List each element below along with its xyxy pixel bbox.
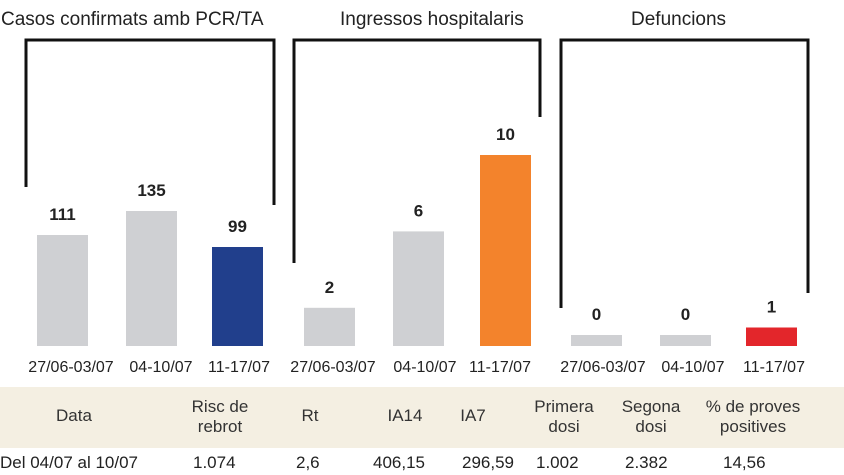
stats-table-header: Data Risc de rebrot Rt IA14 IA7 Primera dosi Seg… xyxy=(0,387,844,448)
header-ia7: IA7 xyxy=(460,406,486,425)
ingressos-bar-2 xyxy=(480,155,531,346)
ingressos-value-label-0: 2 xyxy=(325,278,334,297)
defuncions-bar-0 xyxy=(571,335,622,346)
casos-value-label-1: 135 xyxy=(137,181,165,200)
ingressos-value-label-1: 6 xyxy=(414,201,423,220)
ingressos-bar-0 xyxy=(304,307,355,346)
defuncions-bar-1 xyxy=(660,335,711,346)
header-segona-dosi: Segona dosi xyxy=(621,397,681,436)
defuncions-category-label-0: 27/06-03/07 xyxy=(560,359,646,376)
ingressos-category-label-1: 04-10/07 xyxy=(393,359,456,376)
panel-title-ingressos: Ingressos hospitalaris xyxy=(340,9,524,30)
ingressos-bracket xyxy=(292,38,542,263)
ingressos-bar-1 xyxy=(393,231,444,346)
casos-bar-1 xyxy=(126,211,177,346)
defuncions-value-label-1: 0 xyxy=(681,305,690,324)
ingressos-value-label-2: 10 xyxy=(496,125,515,144)
defuncions-category-label-2: 11-17/07 xyxy=(743,359,805,376)
header-data: Data xyxy=(56,406,92,425)
value-segona-dosi: 2.382 xyxy=(625,453,668,472)
header-ia14: IA14 xyxy=(387,406,423,425)
value-percent-proves-positives: 14,56 xyxy=(723,453,766,472)
ingressos-category-label-2: 11-17/07 xyxy=(469,359,531,376)
panel-title-defuncions: Defuncions xyxy=(631,9,727,30)
defuncions-value-label-0: 0 xyxy=(592,305,601,324)
casos-category-label-2: 11-17/07 xyxy=(208,359,270,376)
ingressos-category-label-0: 27/06-03/07 xyxy=(290,359,376,376)
header-rt: Rt xyxy=(301,406,319,425)
value-data: Del 04/07 al 10/07 xyxy=(0,453,138,472)
defuncions-category-label-1: 04-10/07 xyxy=(661,359,724,376)
value-rt: 2,6 xyxy=(296,453,320,472)
defuncions-bracket xyxy=(559,38,810,308)
defuncions-value-label-2: 1 xyxy=(767,298,776,317)
defuncions-bar-2 xyxy=(746,327,797,346)
value-ia14: 406,15 xyxy=(373,453,425,472)
casos-category-label-1: 04-10/07 xyxy=(129,359,192,376)
value-ia7: 296,59 xyxy=(462,453,514,472)
casos-bar-0 xyxy=(37,235,88,346)
header-risc-de-rebrot: Risc de rebrot xyxy=(191,397,249,436)
stats-table: Data Risc de rebrot Rt IA14 IA7 Primera dosi Seg… xyxy=(0,387,844,475)
header-primera-dosi: Primera dosi xyxy=(534,397,594,436)
casos-category-label-0: 27/06-03/07 xyxy=(28,359,114,376)
casos-bar-2 xyxy=(212,247,263,346)
casos-value-label-2: 99 xyxy=(228,217,247,236)
header-percent-proves-positives: % de proves positives xyxy=(705,397,801,436)
casos-bracket xyxy=(24,38,276,205)
value-primera-dosi: 1.002 xyxy=(536,453,579,472)
casos-value-label-0: 111 xyxy=(49,205,76,224)
value-risc-de-rebrot: 1.074 xyxy=(193,453,236,472)
panel-title-casos: Casos confirmats amb PCR/TA xyxy=(1,9,264,30)
bar-charts-svg: 111 27/06-03/07 135 04-10/07 99 11-17/07 2 27/0… xyxy=(24,38,810,376)
charts-area: Casos confirmats amb PCR/TA Ingressos ho… xyxy=(1,9,810,376)
